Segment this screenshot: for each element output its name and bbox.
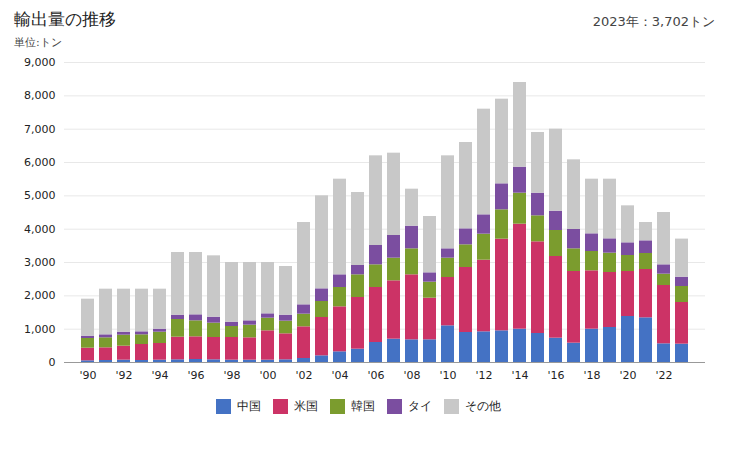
html-text:中国: 中国 bbox=[237, 399, 261, 413]
svg-text:'20: '20 bbox=[619, 369, 636, 382]
svg-text:'12: '12 bbox=[475, 369, 492, 382]
svg-text:'96: '96 bbox=[187, 369, 204, 382]
html-text:その他: その他 bbox=[465, 399, 501, 413]
svg-text:'14: '14 bbox=[511, 369, 528, 382]
svg-text:'06: '06 bbox=[367, 369, 384, 382]
svg-text:'92: '92 bbox=[115, 369, 132, 382]
svg-text:0: 0 bbox=[49, 356, 56, 369]
html-text:単位:トン: 単位:トン bbox=[14, 36, 62, 49]
svg-text:9,000: 9,000 bbox=[24, 56, 56, 69]
svg-text:2,000: 2,000 bbox=[24, 289, 56, 302]
svg-text:'90: '90 bbox=[79, 369, 96, 382]
svg-text:'16: '16 bbox=[547, 369, 564, 382]
svg-text:3,000: 3,000 bbox=[24, 256, 56, 269]
svg-text:'00: '00 bbox=[259, 369, 276, 382]
svg-text:8,000: 8,000 bbox=[24, 89, 56, 102]
svg-text:'22: '22 bbox=[655, 369, 672, 382]
svg-text:'04: '04 bbox=[331, 369, 348, 382]
svg-text:'02: '02 bbox=[295, 369, 312, 382]
svg-text:7,000: 7,000 bbox=[24, 123, 56, 136]
html-text:タイ: タイ bbox=[408, 399, 432, 413]
svg-text:'10: '10 bbox=[439, 369, 456, 382]
html-text:韓国: 韓国 bbox=[351, 399, 375, 413]
svg-text:4,000: 4,000 bbox=[24, 223, 56, 236]
svg-text:6,000: 6,000 bbox=[24, 156, 56, 169]
svg-text:'08: '08 bbox=[403, 369, 420, 382]
svg-text:5,000: 5,000 bbox=[24, 189, 56, 202]
svg-text:'94: '94 bbox=[151, 369, 168, 382]
svg-text:'18: '18 bbox=[583, 369, 600, 382]
html-text:2023年：3,702トン: 2023年：3,702トン bbox=[592, 14, 715, 29]
svg-text:1,000: 1,000 bbox=[24, 323, 56, 336]
svg-text:'98: '98 bbox=[223, 369, 240, 382]
html-text:米国: 米国 bbox=[294, 399, 318, 413]
html-text:輸出量の推移: 輸出量の推移 bbox=[14, 9, 116, 29]
